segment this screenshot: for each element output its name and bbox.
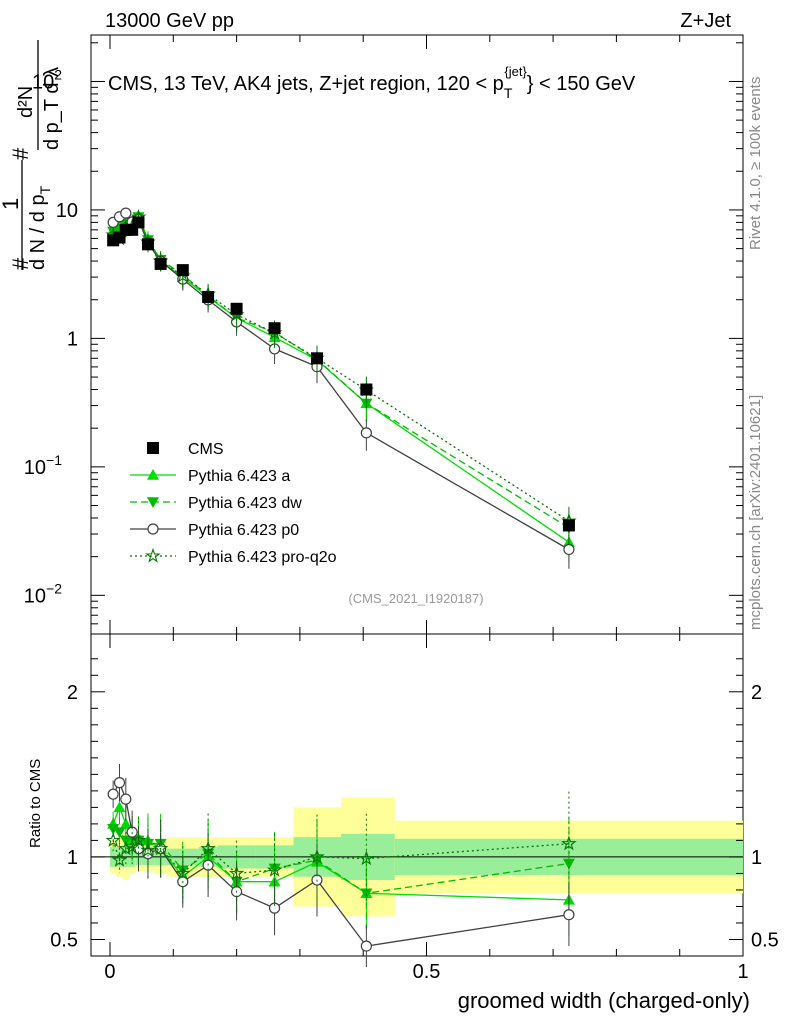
x-axis-ticks: 0 0.5 1 xyxy=(104,35,749,983)
series-point-main xyxy=(360,427,372,439)
cms-data-point xyxy=(562,519,575,532)
main-y-tick-label: 10 xyxy=(56,200,78,222)
series-point-main xyxy=(120,207,132,219)
plot-title-sub: T xyxy=(504,85,513,101)
ratio-y-tick-label-right: 2 xyxy=(751,682,762,704)
ratio-y-tick-label: 0.5 xyxy=(50,929,78,951)
legend-label: Pythia 6.423 p0 xyxy=(188,522,299,539)
analysis-id: (CMS_2021_I1920187) xyxy=(348,591,483,606)
cms-data-point xyxy=(176,264,189,277)
y-label-denom: d N / d pT xyxy=(27,185,53,270)
cms-data-point xyxy=(360,383,373,396)
cms-data-point xyxy=(230,302,243,315)
energy-label: 13000 GeV pp xyxy=(105,10,234,32)
series-point-ratio xyxy=(175,865,191,881)
series-point-ratio xyxy=(360,940,372,952)
legend-label: Pythia 6.423 a xyxy=(188,468,290,485)
x-tick-label: 0 xyxy=(104,961,115,983)
series-point-ratio xyxy=(124,838,140,854)
series-point-main xyxy=(563,543,575,556)
series-point-ratio xyxy=(113,801,126,813)
series-point-ratio xyxy=(268,902,281,914)
y-label-frac-bottom: d p_T d λ xyxy=(41,67,63,150)
series-point-ratio xyxy=(228,865,245,881)
main-y-tick-label: 1 xyxy=(67,328,78,350)
series-point-ratio xyxy=(562,858,575,870)
series-point-ratio xyxy=(266,861,283,877)
rivet-version-label: Rivet 4.1.0, ≥ 100k events xyxy=(747,77,764,250)
series-point-ratio xyxy=(107,824,120,835)
ratio-y-tick-label-right: 0.5 xyxy=(751,929,779,951)
series-point-ratio xyxy=(561,835,577,851)
plot-title: CMS, 13 TeV, AK4 jets, Z+jet region, 120… xyxy=(108,64,636,101)
cms-data-point xyxy=(154,257,167,270)
series-point-ratio xyxy=(120,793,132,805)
main-y-tick-label: 10−2 xyxy=(24,580,62,607)
legend-marker xyxy=(145,547,161,563)
series-point-ratio xyxy=(113,777,126,789)
main-plot-frame xyxy=(90,34,744,635)
series-point-ratio xyxy=(140,842,156,857)
cms-data-point xyxy=(310,352,323,365)
main-y-tick-label: 10−1 xyxy=(24,452,62,479)
series-point-ratio xyxy=(309,848,325,864)
x-axis-label: groomed width (charged-only) xyxy=(458,988,750,1013)
series-point-ratio xyxy=(107,788,119,800)
legend-label: Pythia 6.423 pro-q2o xyxy=(188,549,337,566)
y-label-prefix-2: # xyxy=(8,147,33,160)
legend-marker xyxy=(147,523,159,535)
series-point-ratio xyxy=(130,832,147,848)
series-point-ratio xyxy=(358,850,375,866)
series-point-ratio xyxy=(563,909,575,921)
y-label-frac-top: d²N xyxy=(15,86,37,118)
y-label-numer: 1 xyxy=(0,198,23,210)
legend-label: Pythia 6.423 dw xyxy=(188,495,302,512)
process-label: Z+Jet xyxy=(680,10,731,32)
ratio-y-tick-label: 1 xyxy=(67,847,78,869)
y-label-prefix: # xyxy=(8,257,33,270)
plot-title-end: } < 150 GeV xyxy=(527,73,636,95)
plot-title-sup: {jet} xyxy=(504,64,527,79)
series-line-main xyxy=(112,215,570,522)
ratio-y-ticks: 0.5 0.5 1 1 2 2 xyxy=(50,658,779,957)
cms-data-point xyxy=(268,322,281,335)
legend-marker xyxy=(147,497,159,508)
series-point-ratio xyxy=(105,832,121,848)
series-line-ratio xyxy=(112,828,569,894)
legend-marker xyxy=(147,442,159,454)
main-series-layer xyxy=(105,207,577,569)
cms-data-point xyxy=(141,238,154,251)
ratio-y-tick-label-right: 1 xyxy=(751,847,762,869)
ratio-y-axis-label: Ratio to CMS xyxy=(27,759,44,848)
ratio-plot-frame xyxy=(90,633,744,957)
legend: CMS Pythia 6.423 a Pythia 6.423 dw Pythia 6… xyxy=(130,441,337,566)
legend-marker xyxy=(147,469,159,480)
main-y-axis-label: # 1 d N / d pT # d²N d p_T d λ xyxy=(0,40,63,270)
cms-data-point xyxy=(132,216,145,229)
x-tick-label: 0.5 xyxy=(413,961,441,983)
series-line-main xyxy=(113,215,570,529)
x-tick-label: 1 xyxy=(737,961,748,983)
series-point-ratio xyxy=(111,851,128,867)
series-point-ratio xyxy=(113,827,126,839)
series-point-ratio xyxy=(200,840,216,856)
series-point-ratio xyxy=(118,840,134,856)
cms-data-point xyxy=(202,291,215,304)
plot-title-main: CMS, 13 TeV, AK4 jets, Z+jet region, 120… xyxy=(108,73,504,95)
legend-label: CMS xyxy=(188,441,224,458)
series-point-ratio xyxy=(152,840,169,856)
ratio-y-tick-label: 2 xyxy=(67,682,78,704)
ratio-series-layer xyxy=(105,763,577,967)
mcplots-label: mcplots.cern.ch [arXiv:2401.10621] xyxy=(747,395,764,630)
